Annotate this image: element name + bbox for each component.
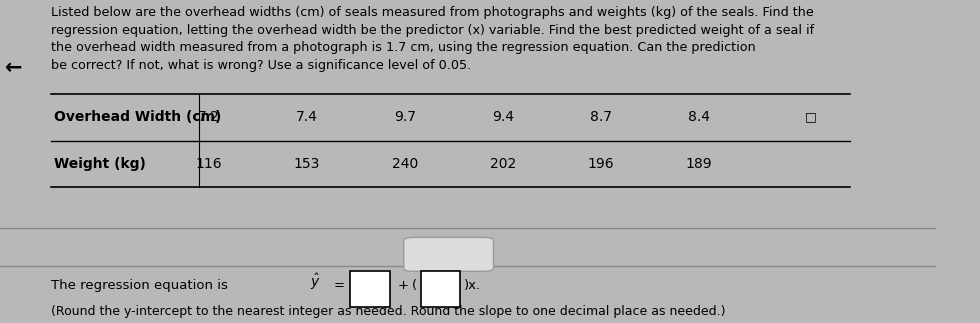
Text: 8.7: 8.7 xyxy=(590,110,612,124)
Text: (Round the y-intercept to the nearest integer as needed. Round the slope to one : (Round the y-intercept to the nearest in… xyxy=(51,305,726,318)
FancyBboxPatch shape xyxy=(351,271,390,307)
Text: ←: ← xyxy=(5,58,23,78)
Text: 202: 202 xyxy=(490,157,515,171)
Text: The regression equation is: The regression equation is xyxy=(51,279,232,292)
Text: 196: 196 xyxy=(588,157,614,171)
Text: □: □ xyxy=(805,110,816,124)
Text: 189: 189 xyxy=(686,157,712,171)
Text: $\hat{y}$: $\hat{y}$ xyxy=(311,272,321,292)
FancyBboxPatch shape xyxy=(420,271,460,307)
Text: =: = xyxy=(333,279,345,292)
Text: 8.4: 8.4 xyxy=(688,110,710,124)
Text: Overhead Width (cm): Overhead Width (cm) xyxy=(54,110,221,124)
Text: (: ( xyxy=(413,279,417,292)
Text: )x.: )x. xyxy=(464,279,480,292)
Text: 9.4: 9.4 xyxy=(492,110,514,124)
Text: Weight (kg): Weight (kg) xyxy=(54,157,146,171)
Text: 240: 240 xyxy=(392,157,417,171)
Text: 7.4: 7.4 xyxy=(296,110,318,124)
Text: Listed below are the overhead widths (cm) of seals measured from photographs and: Listed below are the overhead widths (cm… xyxy=(51,6,814,72)
Text: ...: ... xyxy=(443,249,454,258)
FancyBboxPatch shape xyxy=(404,237,494,271)
Text: 9.7: 9.7 xyxy=(394,110,416,124)
Text: 7.2: 7.2 xyxy=(198,110,220,124)
Text: 153: 153 xyxy=(293,157,319,171)
Text: 116: 116 xyxy=(195,157,221,171)
Text: +: + xyxy=(397,279,409,292)
